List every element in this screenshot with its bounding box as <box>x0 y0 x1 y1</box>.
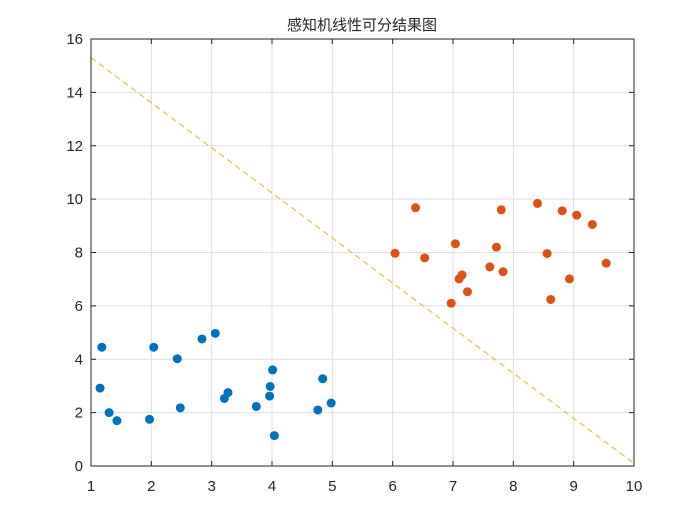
y-tick-label: 2 <box>75 405 83 422</box>
x-tick-label: 3 <box>207 478 215 495</box>
class-1-point <box>104 408 114 418</box>
class-2-point <box>390 248 400 258</box>
class-1-point <box>95 383 105 393</box>
class-2-point <box>411 203 421 213</box>
class-1-point <box>149 342 159 352</box>
x-tick-label: 6 <box>388 478 396 495</box>
class-2-point <box>542 249 552 259</box>
x-tick-label: 7 <box>449 478 457 495</box>
class-1-point <box>265 391 275 401</box>
class-1-point <box>265 381 275 391</box>
x-tick-label: 10 <box>626 478 643 495</box>
y-tick-label: 16 <box>66 31 83 48</box>
class-2-point <box>601 258 611 268</box>
class-1-point <box>175 403 185 413</box>
class-2-point <box>450 239 460 249</box>
class-1-point <box>97 342 107 352</box>
class-1-point <box>326 398 336 408</box>
class-1-point <box>313 405 323 415</box>
chart-title: 感知机线性可分结果图 <box>287 16 437 34</box>
class-1-point <box>172 354 182 364</box>
decision-boundary-line <box>90 57 635 464</box>
y-tick-label: 8 <box>75 245 83 262</box>
y-tick-label: 12 <box>66 138 83 155</box>
class-2-point <box>587 219 597 229</box>
class-2-point <box>420 253 430 263</box>
class-1-point <box>251 401 261 411</box>
class-1-point <box>197 334 207 344</box>
class-2-point <box>446 298 456 308</box>
class-2-point <box>564 274 574 284</box>
class-1-point <box>268 365 278 375</box>
class-1-point <box>223 388 233 398</box>
class-2-point <box>457 270 467 280</box>
class-1-point <box>210 328 220 338</box>
class-1-point <box>112 416 122 426</box>
class-2-point <box>572 210 582 220</box>
x-tick-label: 2 <box>147 478 155 495</box>
y-tick-label: 10 <box>66 191 83 208</box>
data-points <box>95 198 611 441</box>
x-tick-label: 4 <box>268 478 276 495</box>
y-tick-label: 14 <box>66 84 83 101</box>
class-2-point <box>498 267 508 277</box>
class-2-point <box>485 262 495 272</box>
x-tick-label: 1 <box>87 478 95 495</box>
x-tick-label: 5 <box>328 478 336 495</box>
decision-boundary-layer <box>90 57 635 464</box>
y-tick-label: 6 <box>75 298 83 315</box>
y-tick-label: 4 <box>75 351 83 368</box>
class-2-point <box>557 206 567 216</box>
class-2-point <box>532 198 542 208</box>
class-2-point <box>496 205 506 215</box>
class-2-point <box>546 294 556 304</box>
y-tick-label: 0 <box>75 458 83 475</box>
class-1-point <box>269 431 279 441</box>
class-2-point <box>491 242 501 252</box>
x-tick-label: 9 <box>569 478 577 495</box>
class-1-point <box>145 414 155 424</box>
x-tick-label: 8 <box>509 478 517 495</box>
class-1-point <box>318 374 328 384</box>
class-2-point <box>462 287 472 297</box>
